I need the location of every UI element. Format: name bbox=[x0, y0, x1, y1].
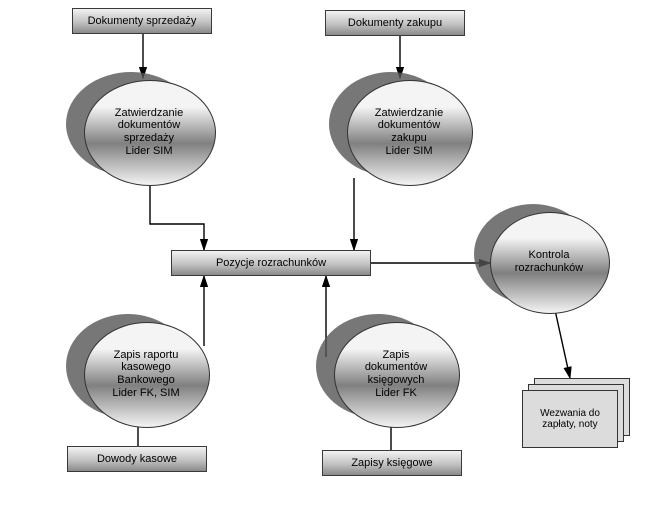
ellipse-label: Zapis dokumentów księgowych Lider FK bbox=[334, 322, 458, 426]
arrow bbox=[555, 310, 570, 378]
rect-dokumenty-zakupu: Dokumenty zakupu bbox=[325, 10, 465, 36]
doc-stack-wezwania: Wezwania do zapłaty, noty bbox=[522, 378, 630, 448]
rect-pozycje-rozrachunkow: Pozycje rozrachunków bbox=[171, 250, 371, 276]
label: Dokumenty sprzedaży bbox=[88, 15, 197, 28]
ellipse-kontrola-rozrachunkow: Kontrola rozrachunków bbox=[474, 204, 608, 312]
rect-dowody-kasowe: Dowody kasowe bbox=[67, 446, 207, 472]
ellipse-zapis-raportu: Zapis raportu kasowego Bankowego Lider F… bbox=[66, 314, 208, 426]
ellipse-label: Kontrola rozrachunków bbox=[490, 212, 608, 312]
ellipse-zatwierdzanie-sprzedazy: Zatwierdzanie dokumentów sprzedaży Lider… bbox=[66, 72, 214, 184]
label: Pozycje rozrachunków bbox=[216, 257, 326, 270]
arrow bbox=[150, 184, 204, 250]
ellipse-label: Zatwierdzanie dokumentów zakupu Lider SI… bbox=[347, 80, 471, 184]
label: Dokumenty zakupu bbox=[348, 17, 442, 30]
label: Dowody kasowe bbox=[97, 453, 177, 466]
rect-zapisy-ksiegowe: Zapisy księgowe bbox=[322, 450, 462, 476]
flowchart-stage: Dokumenty sprzedaży Dokumenty zakupu Poz… bbox=[0, 0, 653, 512]
ellipse-label: Zapis raportu kasowego Bankowego Lider F… bbox=[84, 322, 208, 426]
rect-dokumenty-sprzedazy: Dokumenty sprzedaży bbox=[72, 8, 212, 34]
ellipse-zapis-dokumentow: Zapis dokumentów księgowych Lider FK bbox=[316, 314, 458, 426]
doc-label: Wezwania do zapłaty, noty bbox=[522, 390, 618, 448]
ellipse-label: Zatwierdzanie dokumentów sprzedaży Lider… bbox=[84, 80, 214, 184]
label: Zapisy księgowe bbox=[351, 457, 432, 470]
ellipse-zatwierdzanie-zakupu: Zatwierdzanie dokumentów zakupu Lider SI… bbox=[329, 72, 471, 184]
